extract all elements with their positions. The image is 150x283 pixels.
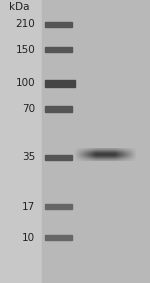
- Bar: [45, 22, 72, 27]
- Bar: [45, 47, 72, 52]
- FancyBboxPatch shape: [42, 0, 150, 283]
- Bar: [45, 80, 75, 87]
- Text: kDa: kDa: [9, 2, 30, 12]
- Text: 35: 35: [22, 152, 35, 162]
- Bar: [45, 235, 72, 240]
- Text: 210: 210: [15, 19, 35, 29]
- Text: 17: 17: [22, 201, 35, 212]
- Bar: [45, 106, 72, 112]
- Text: 100: 100: [16, 78, 35, 89]
- Bar: [45, 155, 72, 160]
- Text: 150: 150: [15, 44, 35, 55]
- Bar: [45, 204, 72, 209]
- Text: 10: 10: [22, 233, 35, 243]
- Text: 70: 70: [22, 104, 35, 114]
